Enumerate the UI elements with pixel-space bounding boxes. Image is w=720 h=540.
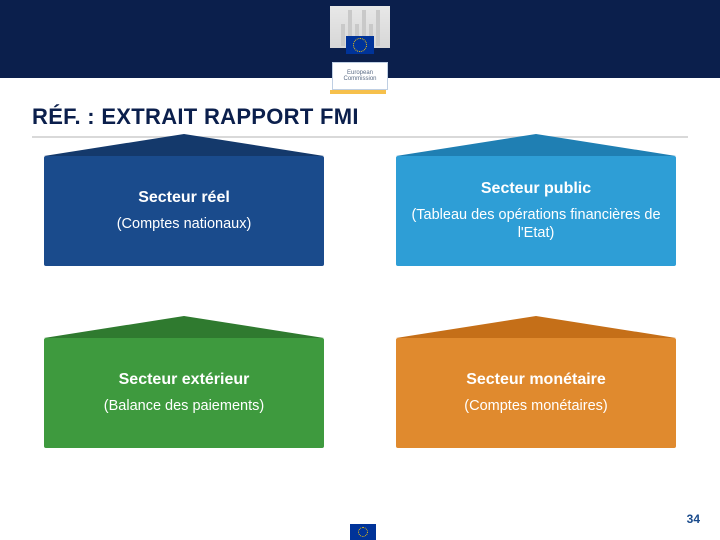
page-title: RÉF. : EXTRAIT RAPPORT FMI [32,104,688,138]
sector-card-roof [396,316,676,338]
logo-underline-bar [330,90,386,94]
sector-card-secteur-reel: Secteur réel (Comptes nationaux) [44,156,324,266]
sector-card-subtitle: (Comptes nationaux) [117,215,252,233]
sector-card-title: Secteur extérieur [119,371,250,389]
eu-flag-icon [346,36,374,54]
sector-card-roof [396,134,676,156]
sector-card-secteur-monetaire: Secteur monétaire (Comptes monétaires) [396,338,676,448]
page-number: 34 [687,512,700,526]
ec-logo: European Commission [330,6,390,94]
sector-card-title: Secteur monétaire [466,371,606,389]
sector-card-subtitle: (Tableau des opérations financières de l… [410,206,662,242]
sector-card-body: Secteur public (Tableau des opérations fi… [396,156,676,266]
sector-card-subtitle: (Balance des paiements) [104,397,264,415]
sector-card-title: Secteur réel [138,189,230,207]
sector-grid: Secteur réel (Comptes nationaux) Secteur p… [44,156,676,448]
footer-eu-flag-icon [350,524,376,540]
sector-card-secteur-exterieur: Secteur extérieur (Balance des paiements) [44,338,324,448]
sector-card-body: Secteur extérieur (Balance des paiements) [44,338,324,448]
title-area: RÉF. : EXTRAIT RAPPORT FMI [32,104,688,138]
sector-card-roof [44,316,324,338]
sector-card-body: Secteur réel (Comptes nationaux) [44,156,324,266]
ec-logo-caption-line2: Commission [343,76,376,82]
slide-root: European Commission RÉF. : EXTRAIT RAPPO… [0,0,720,540]
ec-logo-caption: European Commission [332,62,388,90]
sector-card-title: Secteur public [481,180,591,198]
sector-card-roof [44,134,324,156]
sector-card-secteur-public: Secteur public (Tableau des opérations fi… [396,156,676,266]
sector-card-subtitle: (Comptes monétaires) [464,397,607,415]
sector-card-body: Secteur monétaire (Comptes monétaires) [396,338,676,448]
